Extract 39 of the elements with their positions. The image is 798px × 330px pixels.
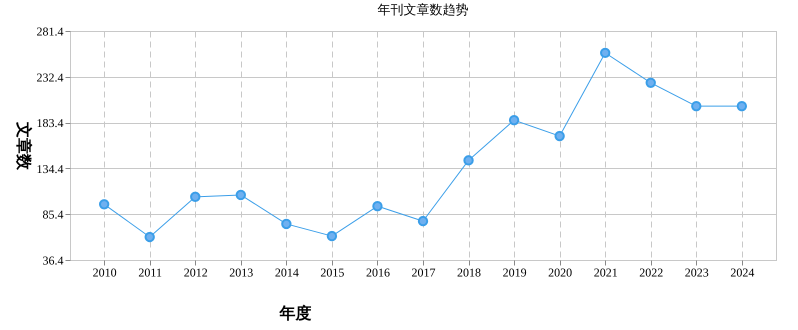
point: [600, 48, 610, 58]
x-tick-label: 2015: [320, 266, 344, 280]
x-tick-label: 2022: [639, 266, 664, 280]
point: [463, 155, 474, 166]
x-tick-label: 2012: [184, 266, 208, 280]
point: [508, 114, 520, 126]
point: [98, 199, 110, 210]
y-tick-label: 85.4: [42, 208, 64, 222]
point: [418, 216, 428, 226]
x-tick-label: 2019: [502, 266, 527, 280]
y-tick-label: 183.4: [36, 116, 64, 130]
x-tick-label: 2018: [457, 266, 482, 280]
x-tick-label: 2016: [366, 266, 390, 280]
x-tick-label: 2011: [138, 266, 162, 280]
point: [326, 230, 338, 242]
chart-title: 年刊文章数趋势: [378, 2, 468, 17]
x-tick-label: 2020: [548, 266, 572, 280]
x-tick-label: 2014: [274, 266, 299, 280]
point: [236, 190, 246, 200]
x-tick-label: 2013: [229, 266, 254, 280]
point: [736, 100, 748, 112]
point: [281, 218, 292, 230]
y-tick-label: 134.4: [36, 162, 64, 176]
y-tick-label: 36.4: [42, 254, 64, 268]
point: [554, 130, 565, 142]
x-tick-label: 2023: [684, 266, 709, 280]
x-tick-label: 2024: [730, 266, 754, 280]
x-tick-label: 2010: [92, 266, 117, 280]
point: [190, 192, 200, 202]
y-axis-title: 文章数: [14, 121, 32, 171]
y-tick-label: 232.4: [36, 70, 64, 84]
point: [144, 232, 155, 242]
x-tick-label: 2017: [412, 266, 436, 280]
point: [691, 100, 702, 112]
point: [646, 78, 656, 88]
x-axis-title: 年度: [278, 304, 312, 322]
point: [372, 200, 383, 212]
x-tick-label: 2021: [594, 266, 618, 280]
y-tick-label: 281.4: [36, 24, 64, 38]
